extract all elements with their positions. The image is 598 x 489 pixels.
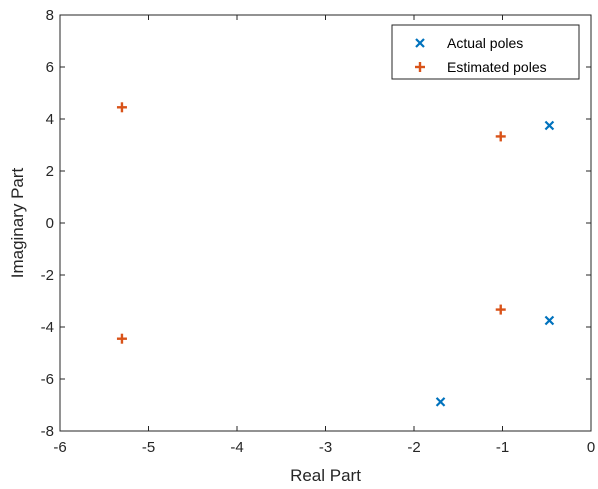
marks-layer — [116, 102, 555, 407]
actual-pole-marker — [544, 120, 555, 131]
y-tick-label: 2 — [46, 163, 54, 180]
actual-pole-marker — [544, 315, 555, 326]
x-tick-label: -5 — [142, 439, 155, 456]
y-axis-title: Imaginary Part — [8, 167, 27, 278]
legend-marker-actual-poles — [415, 38, 425, 48]
legend-label-estimated-poles: Estimated poles — [447, 59, 547, 75]
x-axis-title: Real Part — [290, 466, 361, 485]
actual-pole-marker — [435, 397, 446, 407]
legend-plus-marker-icon — [415, 62, 425, 72]
legend-box — [391, 24, 580, 80]
x-tick-label: -2 — [407, 439, 420, 456]
axes-box — [59, 14, 592, 432]
y-tick-label: 6 — [46, 59, 54, 76]
legend-x-marker-icon — [415, 38, 425, 48]
estimated-pole-marker — [495, 304, 506, 315]
y-tick-label: -4 — [41, 319, 54, 336]
plot-area — [60, 15, 591, 431]
y-tick-label: -2 — [41, 267, 54, 284]
x-tick-label: -6 — [53, 439, 66, 456]
x-tick-label: 0 — [587, 439, 595, 456]
estimated-pole-marker — [116, 333, 127, 344]
y-tick-label: 8 — [46, 7, 54, 24]
legend-marker-estimated-poles — [415, 62, 425, 72]
y-tick-label: 0 — [46, 215, 54, 232]
x-tick-label: -3 — [319, 439, 332, 456]
y-tick-label: 4 — [46, 111, 54, 128]
legend: Actual poles Estimated poles — [391, 24, 580, 80]
y-tick-label: -6 — [41, 371, 54, 388]
y-tick-label: -8 — [41, 423, 54, 440]
estimated-pole-marker — [116, 102, 127, 113]
x-tick-label: -1 — [496, 439, 509, 456]
estimated-pole-marker — [495, 131, 506, 142]
legend-label-actual-poles: Actual poles — [447, 35, 523, 51]
x-tick-label: -4 — [230, 439, 243, 456]
